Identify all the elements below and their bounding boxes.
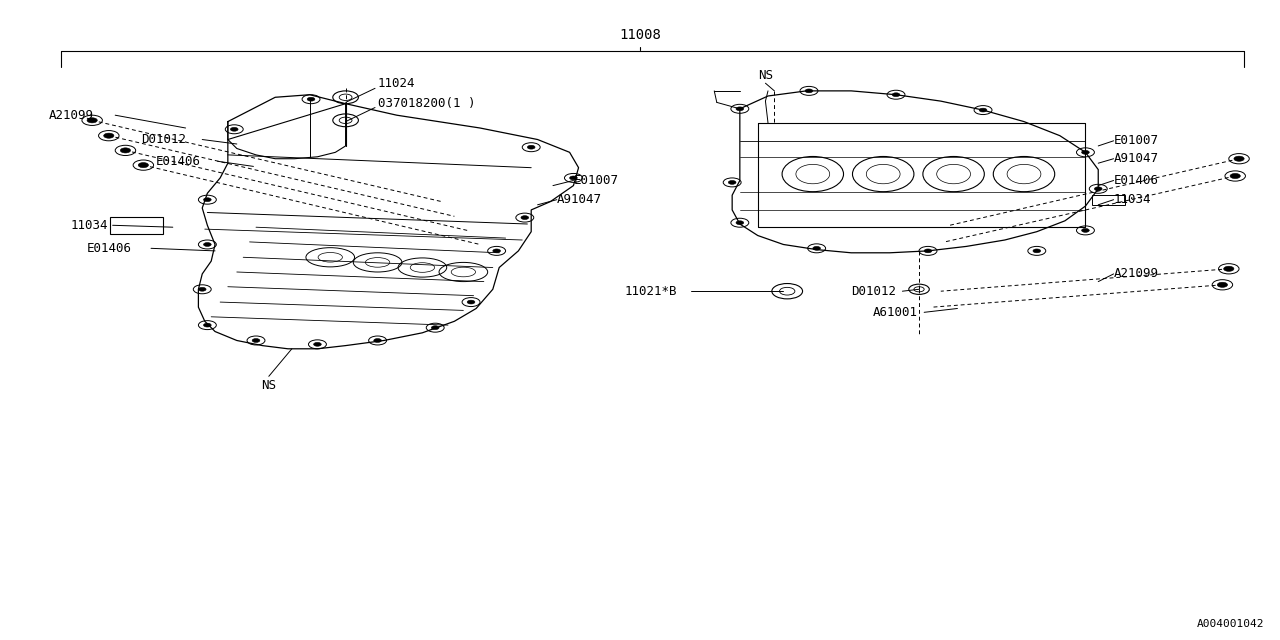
Text: 11021*B: 11021*B <box>625 285 677 298</box>
Circle shape <box>120 148 131 153</box>
Text: E01406: E01406 <box>156 155 201 168</box>
Text: 11034: 11034 <box>1114 193 1151 206</box>
Text: E01007: E01007 <box>573 174 618 187</box>
Circle shape <box>493 249 500 253</box>
Circle shape <box>314 342 321 346</box>
Circle shape <box>204 243 211 246</box>
Circle shape <box>736 221 744 225</box>
Circle shape <box>1094 187 1102 191</box>
Text: E01406: E01406 <box>87 242 132 255</box>
Circle shape <box>805 89 813 93</box>
Circle shape <box>924 249 932 253</box>
Text: A91047: A91047 <box>1114 152 1158 165</box>
Circle shape <box>1230 173 1240 179</box>
Circle shape <box>198 287 206 291</box>
Circle shape <box>736 107 744 111</box>
Circle shape <box>1234 156 1244 161</box>
Circle shape <box>138 163 148 168</box>
Text: A21099: A21099 <box>1114 268 1158 280</box>
Circle shape <box>104 133 114 138</box>
Text: 11008: 11008 <box>620 28 660 42</box>
Circle shape <box>521 216 529 220</box>
Circle shape <box>204 323 211 327</box>
Circle shape <box>1224 266 1234 271</box>
Text: D01012: D01012 <box>851 285 896 298</box>
Circle shape <box>892 93 900 97</box>
Text: NS: NS <box>758 69 773 82</box>
Text: NS: NS <box>261 379 276 392</box>
Circle shape <box>467 300 475 304</box>
Text: 11034: 11034 <box>70 219 108 232</box>
Circle shape <box>1082 150 1089 154</box>
Circle shape <box>979 108 987 112</box>
Text: A21099: A21099 <box>49 109 93 122</box>
Text: 037018200(1 ): 037018200(1 ) <box>378 97 475 110</box>
Circle shape <box>527 145 535 149</box>
Circle shape <box>374 339 381 342</box>
Text: E01406: E01406 <box>1114 174 1158 187</box>
Circle shape <box>204 198 211 202</box>
Circle shape <box>813 246 820 250</box>
Circle shape <box>1082 228 1089 232</box>
Text: A004001042: A004001042 <box>1197 619 1265 629</box>
Text: E01007: E01007 <box>1114 134 1158 147</box>
Text: 11024: 11024 <box>378 77 415 90</box>
Circle shape <box>230 127 238 131</box>
Circle shape <box>728 180 736 184</box>
Circle shape <box>252 339 260 342</box>
Circle shape <box>87 118 97 123</box>
Text: D01012: D01012 <box>141 133 186 146</box>
Circle shape <box>431 326 439 330</box>
Circle shape <box>570 176 577 180</box>
Text: A91047: A91047 <box>557 193 602 206</box>
Circle shape <box>1217 282 1228 287</box>
Text: A61001: A61001 <box>873 306 918 319</box>
Circle shape <box>1033 249 1041 253</box>
Circle shape <box>307 97 315 101</box>
